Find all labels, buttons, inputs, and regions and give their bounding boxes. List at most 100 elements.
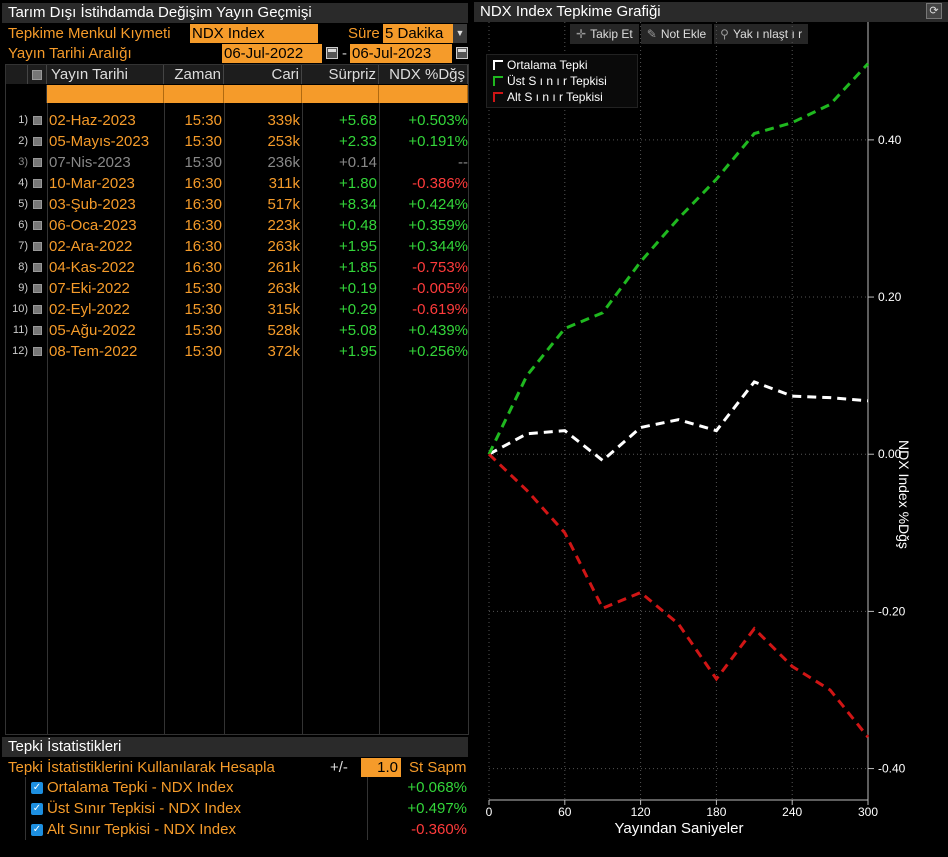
row-number: 3) [18, 156, 28, 168]
duration-select[interactable]: 5 Dakika [383, 24, 453, 43]
stat-checkbox[interactable]: ✓ [31, 824, 43, 836]
release-date: 07-Eki-2022 [49, 280, 130, 297]
range-start-input[interactable]: 06-Jul-2022 [222, 44, 322, 63]
col-header-time[interactable]: Zaman [164, 65, 224, 84]
stat-label: Alt Sınır Tepkisi - NDX Index [47, 821, 236, 838]
table-row[interactable]: 11) 05-Ağu-2022 15:30 528k +5.08 +0.439% [6, 320, 468, 341]
current-value: 261k [267, 259, 300, 276]
release-date: 02-Haz-2023 [49, 112, 136, 129]
row-checkbox[interactable] [33, 305, 42, 314]
current-value: 311k [268, 175, 300, 192]
current-value: 263k [267, 280, 300, 297]
filter-date[interactable] [47, 85, 164, 103]
table-row[interactable]: 5) 03-Şub-2023 16:30 517k +8.34 +0.424% [6, 194, 468, 215]
table-row[interactable]: 8) 04-Kas-2022 16:30 261k +1.85 -0.753% [6, 257, 468, 278]
stats-pm-label: +/- [330, 759, 348, 776]
stat-checkbox[interactable]: ✓ [31, 803, 43, 815]
surprise-value: +5.68 [339, 112, 377, 129]
row-number: 11) [12, 324, 28, 336]
row-number: 7) [18, 240, 28, 252]
add-note-button[interactable]: ✎ Not Ekle [640, 24, 713, 44]
filter-cell [6, 85, 47, 103]
table-row[interactable]: 1) 02-Haz-2023 15:30 339k +5.68 +0.503% [6, 110, 468, 131]
filter-surprise[interactable] [302, 85, 379, 103]
x-tick-label: 120 [631, 805, 651, 819]
table-row[interactable]: 2) 05-Mayıs-2023 15:30 253k +2.33 +0.191% [6, 131, 468, 152]
table-row[interactable]: 7) 02-Ara-2022 16:30 263k +1.95 +0.344% [6, 236, 468, 257]
security-input[interactable]: NDX Index [190, 24, 318, 43]
surprise-value: +1.95 [339, 238, 377, 255]
stddev-input[interactable]: 1.0 [361, 758, 401, 777]
col-header-change[interactable]: NDX %Dğş [379, 65, 468, 84]
change-value: +0.344% [408, 238, 468, 255]
release-time: 15:30 [184, 112, 222, 129]
surprise-value: +1.95 [339, 343, 377, 360]
filter-change[interactable] [379, 85, 468, 103]
change-value: +0.424% [408, 196, 468, 213]
row-number: 1) [18, 114, 28, 126]
range-end-input[interactable]: 06-Jul-2023 [350, 44, 452, 63]
table-row[interactable]: 3) 07-Nis-2023 15:30 236k +0.14 -- [6, 152, 468, 173]
surprise-value: +0.14 [339, 154, 377, 171]
current-value: 315k [267, 301, 300, 318]
table-row[interactable]: 10) 02-Eyl-2022 15:30 315k +0.29 -0.619% [6, 299, 468, 320]
chevron-down-icon[interactable]: ▼ [453, 24, 467, 43]
crosshair-icon: ✛ [576, 27, 587, 41]
series-line-lower [487, 453, 870, 739]
y-tick-label: 0.00 [878, 447, 902, 461]
calendar-icon[interactable] [326, 47, 338, 59]
x-tick-label: 60 [558, 805, 572, 819]
select-all-checkbox[interactable] [28, 65, 47, 84]
change-value: -- [458, 154, 468, 171]
row-checkbox[interactable] [33, 158, 42, 167]
surprise-value: +2.33 [339, 133, 377, 150]
row-checkbox[interactable] [33, 221, 42, 230]
row-number: 6) [18, 219, 28, 231]
row-checkbox[interactable] [33, 116, 42, 125]
current-value: 263k [267, 238, 300, 255]
current-value: 236k [267, 154, 300, 171]
row-checkbox[interactable] [33, 200, 42, 209]
panel-title: Tarım Dışı İstihdamda Değişim Yayın Geçm… [2, 3, 468, 23]
filter-time[interactable] [164, 85, 224, 103]
x-tick-label: 240 [782, 805, 802, 819]
release-time: 16:30 [184, 259, 222, 276]
row-checkbox[interactable] [33, 179, 42, 188]
y-tick-label: 0.20 [878, 290, 902, 304]
stat-checkbox[interactable]: ✓ [31, 782, 43, 794]
row-checkbox[interactable] [33, 263, 42, 272]
release-time: 16:30 [184, 175, 222, 192]
release-date: 08-Tem-2022 [49, 343, 138, 360]
table-row[interactable]: 4) 10-Mar-2023 16:30 311k +1.80 -0.386% [6, 173, 468, 194]
change-value: +0.503% [408, 112, 468, 129]
row-checkbox[interactable] [33, 326, 42, 335]
follow-button[interactable]: ✛ Takip Et [570, 24, 639, 44]
row-checkbox[interactable] [33, 284, 42, 293]
refresh-icon[interactable]: ⟳ [926, 3, 942, 19]
release-date: 10-Mar-2023 [49, 175, 135, 192]
table-row[interactable]: 12) 08-Tem-2022 15:30 372k +1.95 +0.256% [6, 341, 468, 362]
row-checkbox[interactable] [33, 347, 42, 356]
table-row[interactable]: 6) 06-Oca-2023 16:30 223k +0.48 +0.359% [6, 215, 468, 236]
col-header-surprise[interactable]: Sürpriz [302, 65, 379, 84]
date-range-label: Yayın Tarihi Aralığı [8, 45, 132, 62]
release-date: 05-Ağu-2022 [49, 322, 136, 339]
reaction-line-chart[interactable]: 0.40 0.20 0.00 -0.20 -0.40 0 60 120 180 240 300 [474, 0, 948, 857]
row-checkbox[interactable] [33, 137, 42, 146]
table-row[interactable]: 9) 07-Eki-2022 15:30 263k +0.19 -0.005% [6, 278, 468, 299]
surprise-value: +0.29 [339, 301, 377, 318]
chart-legend: Ortalama Tepki Üst S ı n ı r Tepkisi Alt… [486, 54, 638, 108]
current-value: 223k [267, 217, 300, 234]
release-date: 02-Ara-2022 [49, 238, 133, 255]
col-header-current[interactable]: Cari [224, 65, 302, 84]
calendar-icon[interactable] [456, 47, 468, 59]
zoom-button[interactable]: ⚲ Yak ı nlaşt ı r [714, 24, 809, 44]
row-checkbox[interactable] [33, 242, 42, 251]
stat-value: +0.497% [407, 800, 467, 817]
surprise-value: +1.80 [339, 175, 377, 192]
current-value: 339k [267, 112, 300, 129]
row-number: 10) [12, 303, 28, 315]
row-number: 2) [18, 135, 28, 147]
filter-current[interactable] [224, 85, 302, 103]
col-header-date[interactable]: Yayın Tarihi [47, 65, 164, 84]
